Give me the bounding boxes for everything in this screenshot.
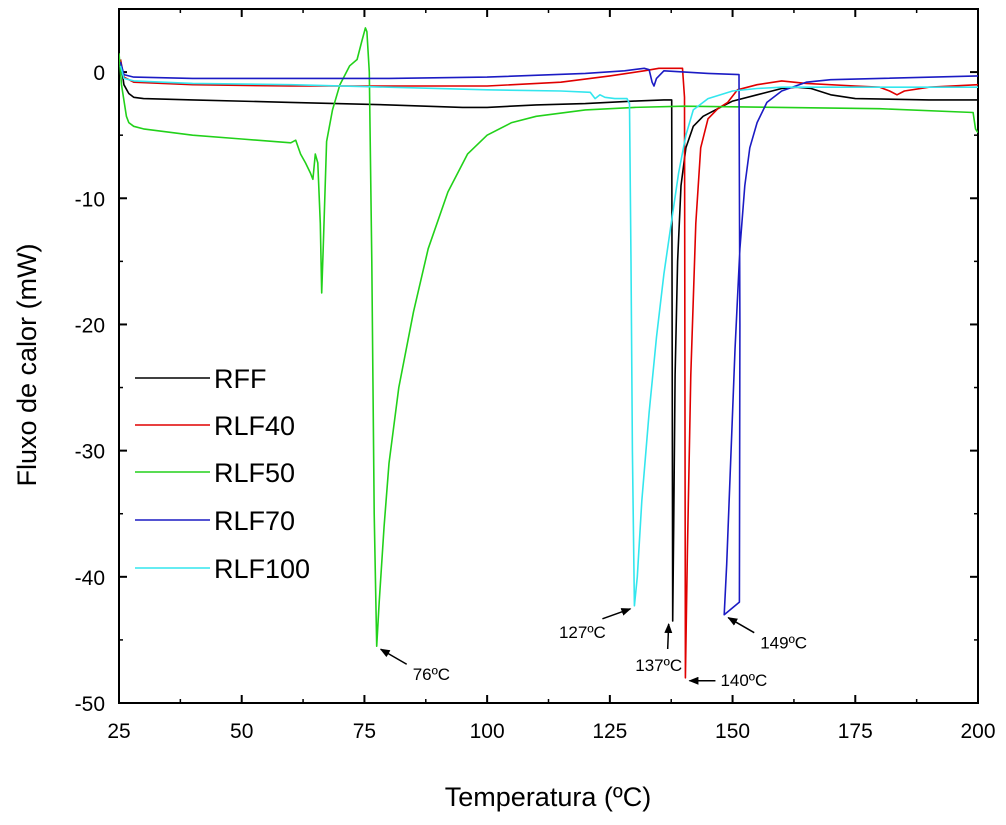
x-axis-title: Temperatura (ºC) bbox=[445, 782, 651, 812]
annotation-arrow bbox=[602, 608, 632, 620]
annotation-label: 140ºC bbox=[720, 671, 767, 690]
axis-ticks bbox=[118, 8, 979, 704]
annotation-label: 76ºC bbox=[413, 665, 450, 684]
annotation-label: 149ºC bbox=[760, 634, 807, 653]
y-axis-title: Fluxo de calor (mW) bbox=[12, 243, 42, 486]
annotation-arrow bbox=[379, 648, 408, 665]
y-tick-label: -10 bbox=[75, 188, 105, 211]
x-tick-label: 200 bbox=[960, 720, 995, 743]
x-tick-label: 75 bbox=[353, 720, 376, 743]
y-tick-label: 0 bbox=[93, 62, 105, 85]
y-tick-labels: 0 -10 -20 -30 -40 -50 bbox=[75, 62, 105, 716]
y-tick-label: -30 bbox=[75, 441, 105, 464]
annotation-label: 127ºC bbox=[559, 623, 606, 642]
series-line-rff bbox=[119, 59, 978, 622]
legend-label: RLF100 bbox=[214, 554, 310, 584]
series-line-rlf70 bbox=[119, 61, 978, 616]
annotation-arrow bbox=[664, 622, 673, 650]
annotation-label: 137ºC bbox=[635, 656, 682, 675]
y-tick-label: -50 bbox=[75, 693, 105, 716]
series-line-rlf100 bbox=[119, 65, 978, 607]
y-tick-label: -40 bbox=[75, 567, 105, 590]
legend-label: RFF bbox=[214, 364, 266, 394]
x-tick-label: 175 bbox=[838, 720, 873, 743]
legend: RFF RLF40 RLF50 RLF70 RLF100 bbox=[135, 364, 310, 584]
legend-label: RLF70 bbox=[214, 506, 295, 536]
annotation-arrow bbox=[727, 617, 755, 634]
x-tick-label: 25 bbox=[107, 720, 130, 743]
x-tick-label: 150 bbox=[715, 720, 750, 743]
x-tick-labels: 25 50 75 100 125 150 175 200 bbox=[107, 720, 995, 743]
x-tick-label: 125 bbox=[592, 720, 627, 743]
x-tick-label: 50 bbox=[230, 720, 253, 743]
y-tick-label: -20 bbox=[75, 314, 105, 337]
plot-frame bbox=[118, 8, 979, 704]
series-line-rlf50 bbox=[119, 27, 978, 647]
annotations: 76ºC 127ºC 137ºC 140ºC 149ºC bbox=[379, 608, 807, 690]
x-tick-label: 100 bbox=[470, 720, 505, 743]
legend-label: RLF50 bbox=[214, 458, 295, 488]
series-layer bbox=[119, 27, 978, 679]
legend-label: RLF40 bbox=[214, 411, 295, 441]
